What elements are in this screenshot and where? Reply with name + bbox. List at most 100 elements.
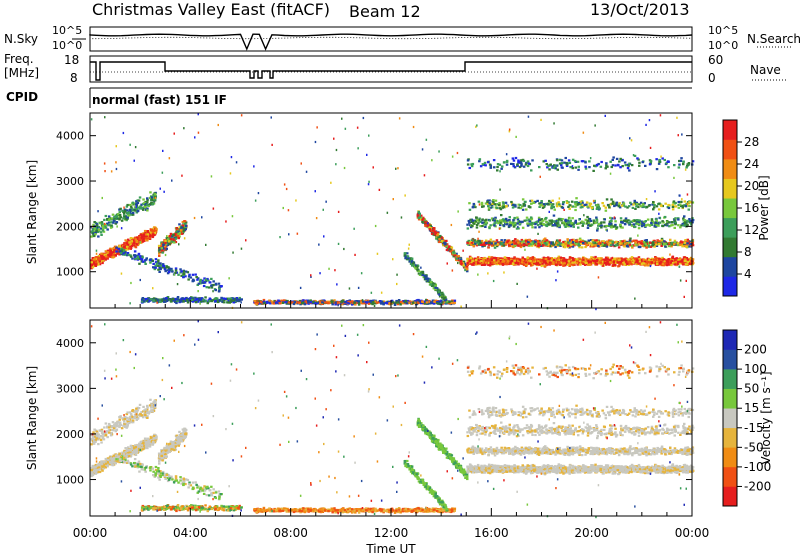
scatter-cell [438,293,441,296]
scatter-cell [178,231,182,234]
scatter-cell [343,301,347,304]
scatter-cell [487,255,491,259]
scatter-cell [509,262,512,265]
scatter-cell [436,238,440,241]
scatter-cell [125,219,128,222]
scatter-cell [111,256,114,259]
scatter-cell [476,261,480,264]
scatter-cell [149,203,152,206]
scatter-cell [216,300,219,303]
scatter-cell [563,262,566,265]
scatter-cell [126,248,130,251]
scatter-cell [90,262,94,265]
scatter-cell [95,229,98,232]
scatter-cell [627,263,630,266]
scatter-cell [300,302,304,305]
scatter-cell [263,301,266,304]
scatter-cell [422,217,425,220]
scatter-cell [180,226,183,229]
scatter-cell [174,233,178,236]
scatter-cell [178,226,182,229]
scatter-cell [606,256,610,259]
scatter-cell [100,222,104,225]
scatter-cell [207,279,210,282]
scatter-cell [526,256,529,259]
scatter-cell [101,257,104,261]
scatter-cell [532,259,535,262]
scatter-cell [524,264,528,267]
scatter-cell [199,298,203,301]
scatter-cell [299,303,302,306]
scatter-cell [585,263,589,266]
scatter-cell [637,256,641,259]
scatter-cell [133,256,137,259]
scatter-cell [531,256,534,259]
scatter-cell [129,237,133,240]
scatter-cell [118,214,122,217]
scatter-cell [538,258,542,261]
scatter-cell [139,257,143,261]
scatter-cell [373,302,376,305]
scatter-cell [181,297,184,300]
frequency-series [90,61,692,81]
scatter-cell [460,262,463,265]
scatter-cell [676,260,680,263]
scatter-cell [420,273,423,277]
scatter-cell [169,238,173,241]
freq-label-line1: Freq. [4,52,34,66]
scatter-cell [284,301,287,304]
scatter-cell [136,258,140,261]
scatter-cell [114,254,117,257]
scatter-cell [118,217,121,220]
scatter-cell [141,297,145,300]
scatter-cell [433,282,436,285]
scatter-cell [419,302,423,305]
scatter-cell [357,301,361,304]
scatter-cell [618,259,621,262]
scatter-cell [166,272,170,275]
scatter-cell [224,297,227,300]
scatter-cell [421,300,424,303]
scatter-cell [116,250,120,253]
scatter-cell [96,256,99,259]
scatter-cell [126,209,129,212]
scatter-cell [165,297,168,300]
scatter-cell [141,256,144,259]
scatter-cell [302,299,305,302]
scatter-cell [627,258,631,261]
scatter-cell [656,262,659,266]
scatter-cell [393,302,396,305]
scatter-cell [169,232,173,235]
scatter-cell [119,250,122,253]
scatter-cell [194,273,197,276]
scatter-cell [124,243,127,246]
scatter-cell [101,229,105,232]
scatter-cell [552,262,555,266]
scatter-cell [459,258,462,261]
scatter-cell [307,300,310,303]
scatter-cell [643,264,647,267]
scatter-cell [95,226,99,229]
scatter-cell [204,279,208,282]
scatter-cell [568,262,571,265]
scatter-cell [107,253,110,257]
scatter-cell [452,251,456,254]
scatter-cell [623,263,626,266]
scatter-cell [425,274,428,277]
scatter-cell [646,261,650,264]
scatter-cell [568,264,571,267]
scatter-cell [101,227,105,230]
scatter-cell [112,219,116,222]
scatter-cell [160,241,163,244]
scatter-cell [110,253,113,256]
scatter-cell [114,247,117,250]
scatter-cell [174,240,178,244]
scatter-cell [442,243,445,247]
scatter-cell [202,284,206,288]
scatter-cell [441,293,444,296]
scatter-cell [524,261,528,264]
scatter-cell [341,300,344,303]
scatter-cell [133,239,136,242]
scatter-cell [667,258,670,261]
